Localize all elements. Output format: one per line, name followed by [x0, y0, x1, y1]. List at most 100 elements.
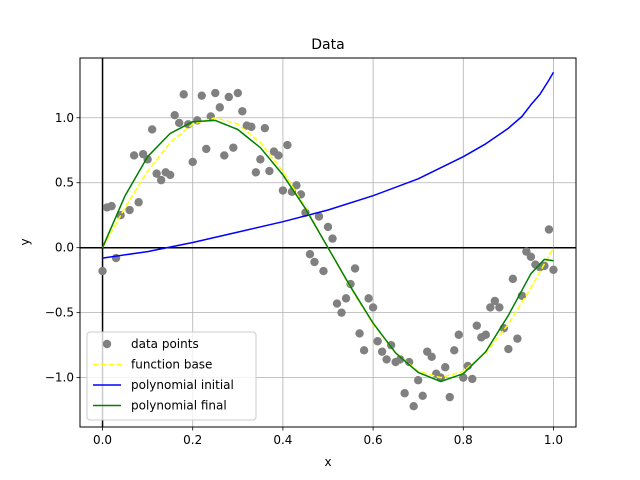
- y-tick-label: −1.0: [45, 371, 74, 385]
- data-point: [274, 151, 283, 160]
- data-point: [197, 91, 206, 100]
- data-point: [364, 294, 373, 303]
- series-data-points: [98, 88, 558, 411]
- data-point: [382, 355, 391, 364]
- data-point: [134, 198, 143, 207]
- legend-label: polynomial initial: [131, 378, 234, 392]
- y-axis-ticks: −1.0 −0.5 0.0 0.5 1.0: [45, 111, 80, 385]
- series-line-polynomial-initial: [102, 71, 555, 259]
- data-point: [400, 389, 409, 398]
- data-point: [170, 110, 179, 120]
- data-point: [98, 266, 107, 276]
- data-point: [165, 170, 175, 180]
- data-point: [409, 402, 418, 411]
- data-point: [224, 92, 233, 102]
- data-point: [441, 363, 450, 372]
- y-axis-label: y: [18, 238, 32, 245]
- data-point: [459, 373, 468, 382]
- data-point: [233, 88, 243, 98]
- data-point: [179, 90, 188, 99]
- data-point: [305, 249, 315, 259]
- data-point: [404, 357, 414, 367]
- data-point: [251, 168, 261, 177]
- data-point: [125, 205, 134, 215]
- data-point: [377, 347, 387, 356]
- data-point: [490, 296, 500, 306]
- data-point: [481, 330, 491, 339]
- legend: data points function base polynomial initi…: [86, 331, 257, 421]
- data-point: [427, 352, 436, 362]
- legend-label: data points: [131, 337, 199, 351]
- data-point: [395, 355, 405, 364]
- data-point: [544, 225, 554, 234]
- x-tick-label: 0.6: [364, 433, 383, 447]
- data-point: [337, 308, 346, 317]
- x-tick-label: 1.0: [544, 433, 563, 447]
- data-point: [373, 337, 382, 346]
- data-point: [355, 329, 364, 338]
- legend-marker-data-points: [102, 339, 112, 349]
- data-point: [549, 265, 558, 274]
- y-tick-label: −0.5: [45, 306, 74, 320]
- data-point: [247, 122, 256, 132]
- plot-frame: [79, 57, 577, 428]
- x-axis-label: x: [324, 455, 331, 469]
- data-point: [341, 294, 351, 303]
- data-point: [238, 107, 247, 116]
- data-point: [468, 374, 477, 384]
- data-point: [332, 299, 342, 308]
- data-point: [156, 175, 166, 185]
- data-point: [256, 155, 265, 164]
- data-point: [229, 143, 238, 152]
- chart-title: Data: [311, 37, 344, 53]
- data-point: [450, 346, 459, 355]
- x-tick-label: 0.8: [454, 433, 473, 447]
- data-point: [202, 144, 211, 154]
- data-point: [278, 186, 288, 195]
- data-point: [445, 392, 454, 402]
- data-point: [314, 212, 324, 221]
- x-tick-label: 0.0: [93, 433, 112, 447]
- data-point: [188, 157, 197, 167]
- data-point: [350, 264, 360, 273]
- data-point: [368, 303, 378, 312]
- data-point: [486, 303, 495, 312]
- data-point: [319, 266, 328, 276]
- data-point: [495, 303, 504, 312]
- y-tick-label: 0.5: [55, 176, 74, 190]
- data-point: [323, 222, 333, 232]
- x-tick-label: 0.2: [183, 433, 202, 447]
- legend-label: function base: [131, 358, 212, 372]
- data-point: [292, 181, 301, 190]
- data-point: [504, 344, 513, 354]
- data-point: [526, 252, 536, 261]
- x-tick-label: 0.4: [273, 433, 292, 447]
- data-point: [129, 151, 139, 160]
- data-point: [359, 346, 369, 355]
- legend-box: [86, 331, 257, 421]
- data-point: [211, 88, 220, 98]
- data-point: [147, 125, 157, 134]
- series-layer: [98, 71, 558, 411]
- data-point: [328, 234, 337, 243]
- data-point: [513, 334, 522, 343]
- x-axis-ticks: 0.0 0.2 0.4 0.6 0.8 1.0: [93, 427, 563, 447]
- data-point: [454, 330, 463, 339]
- data-point: [283, 140, 292, 150]
- data-point: [472, 321, 481, 330]
- y-tick-label: 0.0: [55, 241, 74, 255]
- data-point: [413, 376, 423, 385]
- data-point: [175, 118, 184, 128]
- y-tick-label: 1.0: [55, 111, 74, 125]
- data-point: [265, 166, 274, 176]
- series-line-polynomial-final: [101, 119, 554, 383]
- data-point: [220, 151, 229, 160]
- data-point: [418, 391, 427, 401]
- data-point: [260, 123, 270, 133]
- data-point: [310, 257, 319, 267]
- data-point: [215, 103, 224, 112]
- data-point: [152, 169, 161, 178]
- data-point: [107, 201, 116, 211]
- data-point: [508, 274, 518, 284]
